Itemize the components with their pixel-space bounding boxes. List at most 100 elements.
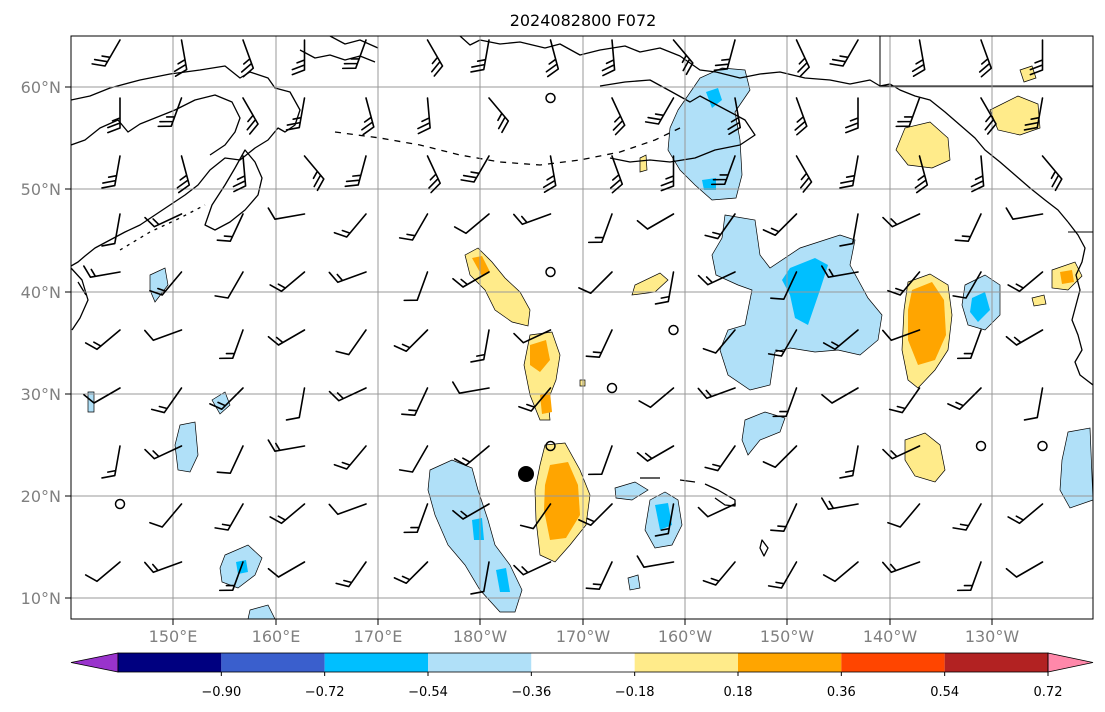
wind-barb xyxy=(895,97,921,128)
wind-barb xyxy=(240,39,255,78)
wind-barb xyxy=(403,503,429,534)
lat-label-20n: 20°N xyxy=(21,487,61,506)
lon-label-160e: 160°E xyxy=(252,627,301,646)
wind-barb xyxy=(636,445,675,462)
wind-barb xyxy=(470,329,490,363)
wind-barb xyxy=(209,387,244,411)
wind-barbs xyxy=(83,39,1063,595)
wind-barb xyxy=(636,555,675,569)
wind-barb xyxy=(107,97,121,134)
anomaly-east-core xyxy=(970,292,990,322)
wind-barb xyxy=(821,265,859,279)
coastline-canada xyxy=(1067,221,1093,386)
anomaly-southeast-blue xyxy=(1059,427,1093,509)
wind-barb xyxy=(91,39,121,67)
wind-barb xyxy=(956,329,982,360)
wind-barb xyxy=(578,503,613,527)
wind-barb xyxy=(144,445,183,460)
wind-barb xyxy=(697,387,736,400)
wind-barb xyxy=(269,503,306,525)
calm-wind-marker xyxy=(545,92,556,104)
wind-barb xyxy=(144,561,183,574)
anomaly-alaska-core-2 xyxy=(702,178,716,190)
lat-label-30n: 30°N xyxy=(21,385,61,404)
calm-wind-marker xyxy=(545,440,556,452)
wind-barb xyxy=(601,39,616,77)
wind-barb xyxy=(952,271,982,299)
wind-barb xyxy=(795,39,810,78)
wind-barb xyxy=(1007,503,1044,525)
lat-label-40n: 40°N xyxy=(21,283,61,302)
wind-barb xyxy=(176,155,191,194)
wind-barb xyxy=(267,561,306,578)
coastline-aleutians xyxy=(334,127,681,166)
lat-label-60n: 60°N xyxy=(21,78,61,97)
anomaly-coast-orange xyxy=(1060,270,1074,284)
coastline-asia xyxy=(71,65,301,267)
calm-wind-marker xyxy=(606,382,618,394)
wind-barb xyxy=(956,561,982,592)
wind-barb xyxy=(1007,271,1044,293)
anomaly-alaska-core xyxy=(706,88,722,108)
anomaly-hawaii-west-core-2 xyxy=(496,568,510,592)
wind-barb xyxy=(83,387,121,404)
calm-wind-marker xyxy=(114,498,126,510)
wind-barb xyxy=(150,387,183,414)
wind-barb xyxy=(794,97,808,136)
wind-barb xyxy=(887,271,921,296)
coastline-far-east xyxy=(329,36,379,49)
wind-barb xyxy=(452,503,490,520)
lat-label-10n: 10°N xyxy=(21,589,61,608)
colorbar-label: 0.72 xyxy=(1034,685,1063,700)
colorbar-bin xyxy=(118,653,222,672)
wind-barb xyxy=(403,271,429,302)
wind-barb xyxy=(587,445,613,476)
longitude-labels: 150°E 160°E 170°E 180°W 170°W 160°W 150°… xyxy=(149,627,1020,646)
wind-barb xyxy=(702,561,736,586)
wind-barb xyxy=(218,561,244,592)
anomaly-dateline-orange-2 xyxy=(530,340,550,372)
wind-barb xyxy=(232,155,247,193)
wind-barb xyxy=(1005,329,1044,346)
anomaly-mid-yellow xyxy=(631,272,669,296)
wind-barb xyxy=(216,213,244,242)
wind-barb xyxy=(101,445,121,479)
wind-barb xyxy=(887,503,921,528)
wind-barb xyxy=(83,265,121,279)
wind-barb xyxy=(585,561,613,590)
calm-wind-marker xyxy=(668,324,679,336)
coastlines xyxy=(71,36,1093,557)
wind-barb xyxy=(214,271,244,299)
anomaly-dateline-orange xyxy=(472,256,490,276)
wind-barb xyxy=(821,387,859,404)
wind-barb xyxy=(770,271,798,300)
wind-barb xyxy=(672,39,694,76)
coastline-hawaii-big xyxy=(759,539,769,557)
anomaly-west-blue-1 xyxy=(174,421,199,473)
wind-barb xyxy=(970,155,985,193)
wind-barb xyxy=(401,387,429,416)
wind-barb xyxy=(333,213,367,238)
wind-barb xyxy=(611,97,626,136)
wind-barb xyxy=(214,503,244,531)
colorbar-extend-high xyxy=(1047,652,1094,673)
wind-barb xyxy=(84,329,121,351)
wind-barb xyxy=(1023,387,1044,421)
wind-barb xyxy=(173,39,188,77)
wind-barb xyxy=(267,329,306,346)
anomaly-west-blue-5 xyxy=(741,411,786,456)
colorbar-label: −0.72 xyxy=(305,685,345,700)
wind-barb xyxy=(144,213,183,228)
wind-barb xyxy=(242,97,259,135)
wind-barb xyxy=(545,39,560,78)
wind-barb xyxy=(285,387,306,421)
wind-barb xyxy=(636,213,675,230)
wind-barb xyxy=(149,271,183,296)
wind-barb xyxy=(654,503,675,537)
wind-barb xyxy=(149,503,183,528)
colorbar-bin xyxy=(324,653,428,672)
wind-barb xyxy=(328,503,367,516)
latitude-labels: 60°N 50°N 40°N 30°N 20°N 10°N xyxy=(21,78,61,608)
wind-barb xyxy=(417,97,431,135)
